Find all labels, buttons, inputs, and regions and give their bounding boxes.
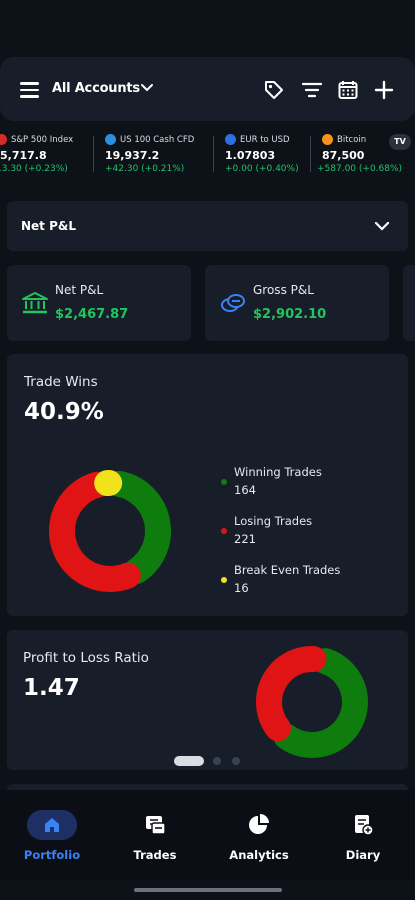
nav-diary[interactable]: Diary bbox=[318, 810, 408, 862]
donut-segment-winning bbox=[106, 470, 171, 584]
trade-wins-card[interactable]: Trade Wins 40.9% Winning Trades 164 Losin… bbox=[7, 354, 408, 616]
profit-loss-ratio-card[interactable]: Profit to Loss Ratio 1.47 bbox=[7, 630, 408, 770]
tradingview-badge[interactable]: TV bbox=[389, 134, 411, 150]
legend-dot-winning bbox=[221, 479, 227, 485]
top-bar: All Accounts bbox=[0, 57, 415, 121]
nav-trades[interactable]: Trades bbox=[110, 810, 200, 862]
diary-icon bbox=[318, 810, 408, 840]
pager-dot-active[interactable] bbox=[174, 756, 204, 766]
home-indicator bbox=[134, 888, 282, 892]
bitcoin-icon bbox=[322, 134, 333, 145]
filter-icon[interactable] bbox=[301, 79, 323, 101]
gross-pnl-title: Gross P&L bbox=[253, 283, 314, 297]
account-selector-label[interactable]: All Accounts bbox=[52, 81, 140, 96]
legend-dot-break-even bbox=[221, 577, 227, 583]
home-icon bbox=[27, 810, 77, 840]
ticker-item[interactable]: S&P 500 Index 5,717.8 13.30 (+0.23%) bbox=[0, 134, 73, 174]
donut-segment-profit bbox=[273, 648, 368, 758]
legend-winning-trades: Winning Trades 164 bbox=[234, 465, 322, 497]
profit-loss-title: Profit to Loss Ratio bbox=[23, 650, 149, 666]
bottom-nav: Portfolio Trades Analytics Diary bbox=[0, 790, 415, 880]
pnl-metric-dropdown[interactable]: Net P&L bbox=[7, 201, 408, 251]
ticker-item[interactable]: EUR to USD 1.07803 +0.00 (+0.40%) bbox=[225, 134, 299, 174]
gross-pnl-card[interactable]: Gross P&L $2,902.10 bbox=[205, 265, 389, 341]
legend-break-even-trades: Break Even Trades 16 bbox=[234, 563, 341, 595]
tag-icon[interactable] bbox=[263, 79, 285, 101]
chevron-down-icon bbox=[374, 221, 390, 231]
profit-loss-value: 1.47 bbox=[23, 675, 80, 701]
coins-icon bbox=[221, 294, 245, 312]
kpi-card-partial[interactable] bbox=[403, 265, 415, 341]
trades-icon bbox=[110, 810, 200, 840]
ticker-divider bbox=[310, 136, 311, 172]
market-ticker[interactable]: S&P 500 Index 5,717.8 13.30 (+0.23%) US … bbox=[0, 126, 415, 190]
plus-icon[interactable] bbox=[373, 79, 395, 101]
pnl-metric-label: Net P&L bbox=[21, 219, 77, 233]
eurusd-flag-icon bbox=[225, 134, 236, 145]
chevron-down-icon[interactable] bbox=[140, 81, 154, 95]
trade-wins-donut-segments bbox=[49, 470, 171, 592]
ticker-divider bbox=[213, 136, 214, 172]
ticker-item[interactable]: Bitcoin 87,500 +587.00 (+0.68%) bbox=[317, 134, 403, 174]
legend-dot-losing bbox=[221, 528, 227, 534]
donut-segment-losing bbox=[49, 471, 141, 592]
pager-dot[interactable] bbox=[232, 757, 240, 765]
ticker-divider bbox=[93, 136, 94, 172]
trade-wins-donut bbox=[49, 470, 171, 592]
net-pnl-card[interactable]: Net P&L $2,467.87 bbox=[7, 265, 191, 341]
net-pnl-value: $2,467.87 bbox=[55, 307, 129, 322]
net-pnl-title: Net P&L bbox=[55, 283, 104, 297]
ticker-item[interactable]: US 100 Cash CFD 19,937.2 +42.30 (+0.21%) bbox=[105, 134, 195, 174]
menu-icon[interactable] bbox=[20, 82, 39, 98]
nav-analytics[interactable]: Analytics bbox=[214, 810, 304, 862]
trade-wins-title: Trade Wins bbox=[24, 374, 98, 390]
gross-pnl-value: $2,902.10 bbox=[253, 307, 327, 322]
bank-icon bbox=[22, 292, 48, 314]
sp500-icon bbox=[0, 134, 7, 145]
pie-chart-icon bbox=[214, 810, 304, 840]
donut-segment-loss bbox=[256, 646, 327, 742]
pager-dot[interactable] bbox=[213, 757, 221, 765]
nav-portfolio[interactable]: Portfolio bbox=[7, 810, 97, 862]
trade-wins-percent: 40.9% bbox=[24, 399, 104, 425]
legend-losing-trades: Losing Trades 221 bbox=[234, 514, 313, 546]
us100-icon bbox=[105, 134, 116, 145]
profit-loss-donut bbox=[256, 646, 368, 758]
calendar-icon[interactable] bbox=[337, 79, 359, 101]
